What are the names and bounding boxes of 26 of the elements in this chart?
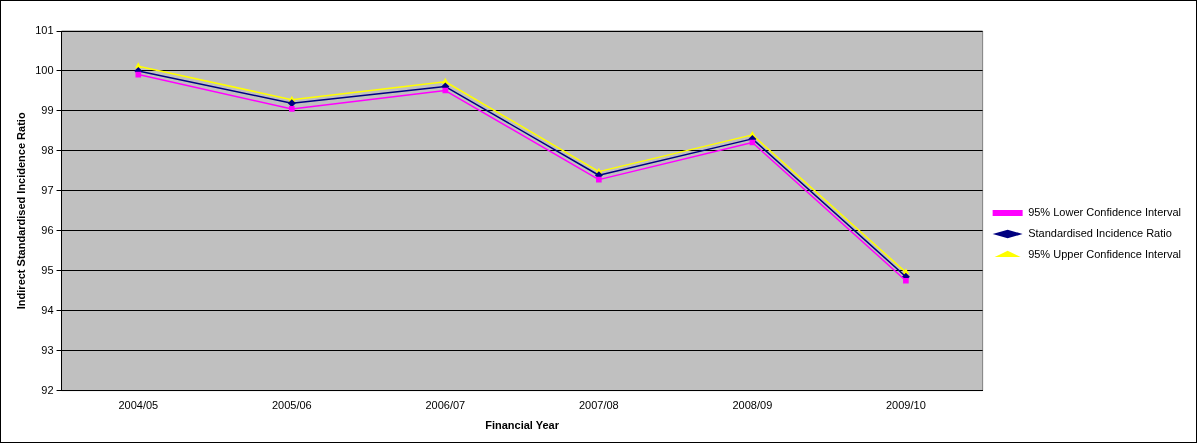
- point: [903, 277, 909, 284]
- y-tick-label: 95: [41, 263, 54, 276]
- x-tick-label: 2006/07: [425, 399, 466, 412]
- point: [441, 77, 449, 84]
- y-tick-label: 98: [41, 143, 54, 156]
- point: [289, 106, 295, 112]
- y-tick-label: 99: [41, 103, 54, 116]
- x-tick-label: 2009/10: [885, 399, 926, 412]
- y-tick-label: 100: [35, 63, 54, 76]
- legend-label: 95% Lower Confidence Interval: [1028, 206, 1182, 219]
- x-tick-label: 2008/09: [732, 399, 773, 412]
- legend-label: 95% Upper Confidence Interval: [1028, 248, 1182, 261]
- x-tick-label: 2005/06: [271, 399, 312, 412]
- legend-label: Standardised Incidence Ratio: [1028, 227, 1172, 240]
- y-tick-label: 97: [41, 183, 54, 196]
- x-axis-title: Financial Year: [485, 419, 560, 432]
- point: [596, 176, 602, 183]
- x-tick-label: 2004/05: [118, 399, 159, 412]
- y-tick-label: 94: [41, 303, 54, 316]
- point: [135, 71, 142, 78]
- y-tick-label: 93: [41, 343, 54, 356]
- y-axis-title: Indirect Standardised Incidence Ratio: [14, 112, 27, 310]
- y-tick-label: 101: [35, 24, 54, 37]
- y-tick-label: 92: [41, 383, 54, 396]
- y-tick-label: 96: [41, 223, 54, 236]
- x-tick-label: 2007/08: [578, 399, 619, 412]
